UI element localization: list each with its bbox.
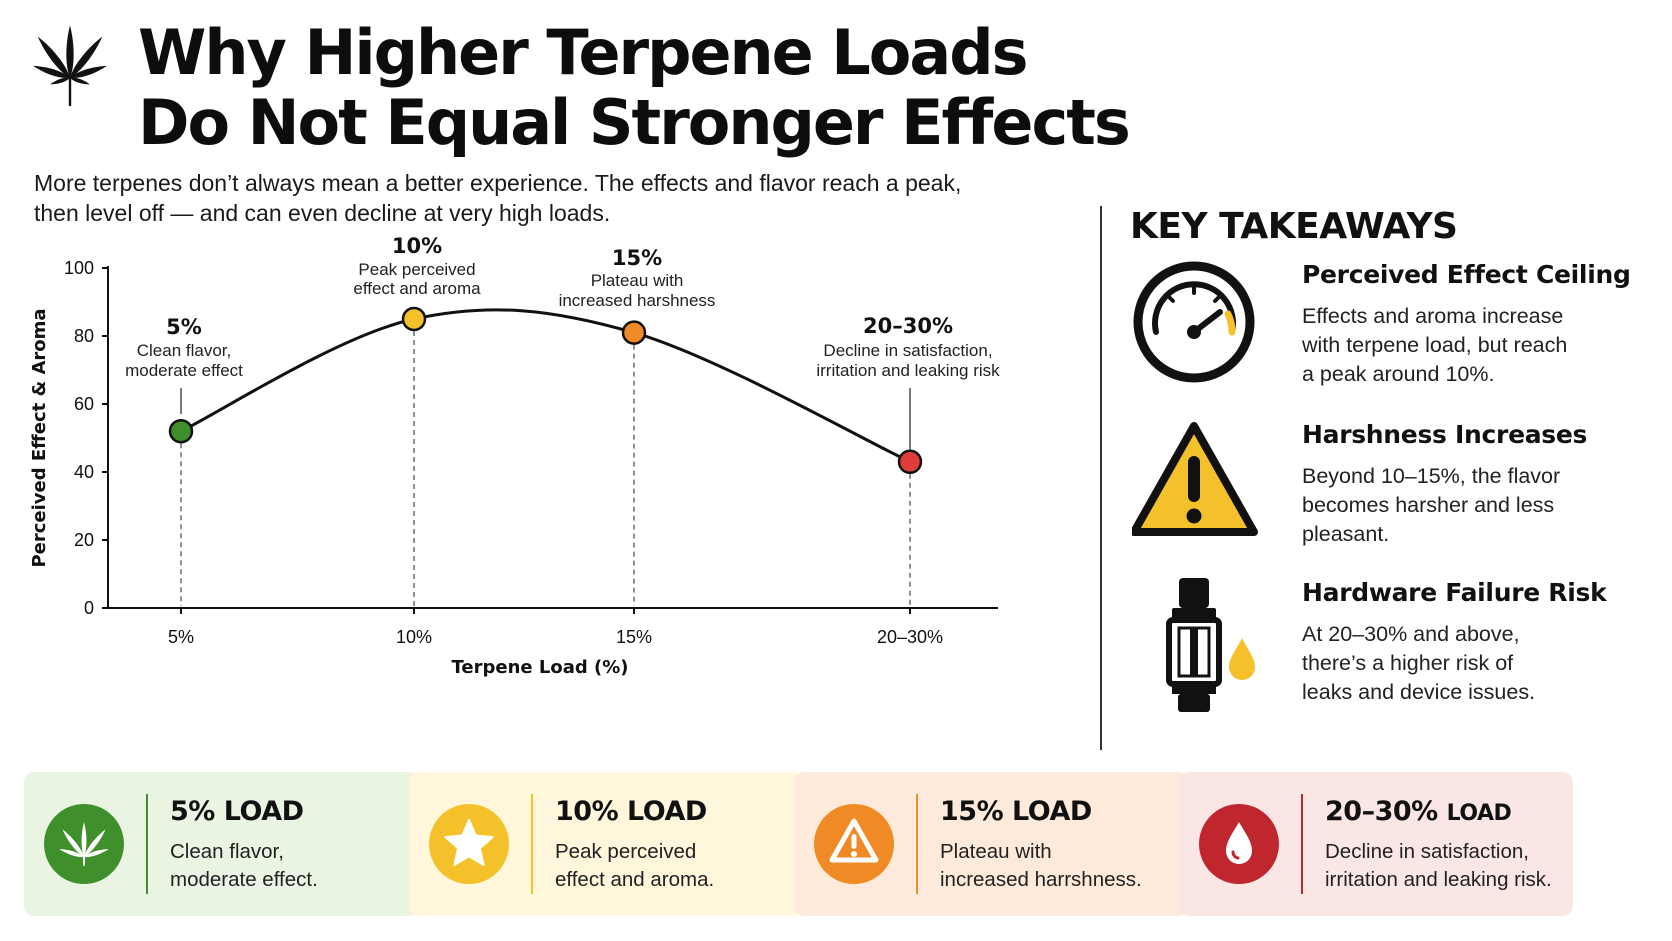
card-title-value: 20–30% [1325,796,1438,827]
droplet-icon [1199,804,1279,884]
card-text-line: irritation and leaking risk. [1325,868,1552,891]
key-takeaways-heading: KEY TAKEAWAYS [1130,206,1458,247]
card-title-unit: LOAD [1446,801,1512,826]
x-tick-label: 20–30% [877,627,943,647]
y-tick-label: 40 [74,462,94,482]
card-separator [146,794,148,894]
card-text-line: Decline in satisfaction, [1325,840,1529,863]
x-axis-title: Terpene Load (%) [452,657,629,678]
load-card-5: 5% LOAD Clean flavor, moderate effect. [24,772,418,916]
takeaway-text-line: leaks and device issues. [1302,680,1536,704]
cannabis-leaf-icon [33,25,107,107]
load-card-15: 15% LOAD Plateau with increased harrshne… [794,772,1188,916]
y-tick-label: 20 [74,530,94,550]
x-tick-label: 15% [616,627,652,647]
title-line-2: Do Not Equal Stronger Effects [138,86,1131,159]
card-text: Clean flavor, moderate effect. [170,838,318,894]
annotation-heading: 5% [166,315,202,339]
card-text: Plateau with increased harrshness. [940,838,1142,894]
annotation-text: moderate effect [125,361,243,380]
card-text-line: Clean flavor, [170,840,284,863]
card-text-line: moderate effect. [170,868,318,891]
card-title: 5% LOAD [170,796,304,827]
takeaway-text: Beyond 10–15%, the flavor becomes harshe… [1302,462,1652,549]
data-point [168,418,194,444]
card-text: Decline in satisfaction, irritation and … [1325,838,1552,894]
takeaway-text: At 20–30% and above, there’s a higher ri… [1302,620,1652,707]
card-text-line: Peak perceived [555,840,697,863]
data-point [621,320,647,345]
card-text-line: increased harrshness. [940,868,1142,891]
chart-axes [107,266,998,609]
page-title: Why Higher Terpene Loads Do Not Equal St… [138,16,1131,159]
annotation-text: increased harshness [559,291,716,310]
y-tick-label: 60 [74,394,94,414]
annotation-text: Plateau with [591,271,684,290]
takeaway-text-line: there’s a higher risk of [1302,651,1514,675]
section-divider [1100,206,1102,750]
takeaway-text-line: At 20–30% and above, [1302,622,1520,646]
card-text-line: Plateau with [940,840,1052,863]
y-axis-title: Perceived Effect & Aroma [29,308,50,567]
takeaway-effect-ceiling: Perceived Effect Ceiling Effects and aro… [1132,260,1652,410]
annotation-heading: 15% [612,246,662,270]
takeaway-text-line: pleasant. [1302,522,1390,546]
gauge-icon [1133,261,1255,383]
annotation-text: irritation and leaking risk [816,361,1000,380]
card-separator [531,794,533,894]
title-line-1: Why Higher Terpene Loads [138,16,1029,89]
chart-guide-lines [180,331,911,606]
takeaway-text-line: becomes harsher and less [1302,493,1555,517]
card-title: 10% LOAD [555,796,707,827]
annotation-text: Peak perceived [358,260,475,279]
chart-annotations: 5% Clean flavor,moderate effect 10% Peak pe… [125,234,1000,450]
terpene-load-chart: 5% Clean flavor,moderate effect 10% Peak pe… [29,234,1000,678]
takeaway-title: Perceived Effect Ceiling [1302,260,1631,289]
annotation-heading: 20–30% [863,314,953,338]
takeaway-text-line: Beyond 10–15%, the flavor [1302,464,1561,488]
subtitle-line-1: More terpenes don’t always mean a better… [34,170,962,196]
takeaway-title: Hardware Failure Risk [1302,578,1607,607]
subtitle-line-2: then level off — and can even decline at… [34,200,611,226]
x-tick-label: 5% [168,627,194,647]
card-title: 15% LOAD [940,796,1092,827]
card-text: Peak perceived effect and aroma. [555,838,714,894]
star-icon [429,804,509,884]
load-card-20-30: 20–30% LOAD Decline in satisfaction, irr… [1179,772,1573,916]
data-point [897,449,923,475]
annotation-text: Clean flavor, [137,341,232,360]
takeaway-title: Harshness Increases [1302,420,1588,449]
y-tick-label: 100 [64,258,94,278]
chart-ticks: 0 20 40 60 80 100 5% 10% 15% 20–30% [64,258,943,647]
takeaway-text-line: Effects and aroma increase [1302,304,1564,328]
takeaway-text-line: with terpene load, but reach [1302,333,1568,357]
card-title: 20–30% LOAD [1325,796,1512,827]
vape-cartridge-icon [1166,578,1255,712]
x-tick-label: 10% [396,627,432,647]
data-point [401,306,427,332]
series-line [180,308,911,464]
chart-points [168,306,923,475]
annotation-heading: 10% [392,234,442,258]
y-tick-label: 0 [84,598,94,618]
annotation-text: Decline in satisfaction, [823,341,992,360]
takeaway-hardware-failure: Hardware Failure Risk At 20–30% and abov… [1132,578,1652,728]
warning-icon [1132,422,1258,536]
takeaway-text-line: a peak around 10%. [1302,362,1495,386]
leaf-icon [44,804,124,884]
takeaway-harshness: Harshness Increases Beyond 10–15%, the f… [1132,420,1652,570]
card-separator [916,794,918,894]
y-tick-label: 80 [74,326,94,346]
warning-icon [814,804,894,884]
takeaway-text: Effects and aroma increase with terpene … [1302,302,1652,389]
load-card-10: 10% LOAD Peak perceived effect and aroma… [409,772,803,916]
page-subtitle: More terpenes don’t always mean a better… [34,168,1034,228]
card-separator [1301,794,1303,894]
annotation-text: effect and aroma [353,279,481,298]
card-text-line: effect and aroma. [555,868,715,891]
